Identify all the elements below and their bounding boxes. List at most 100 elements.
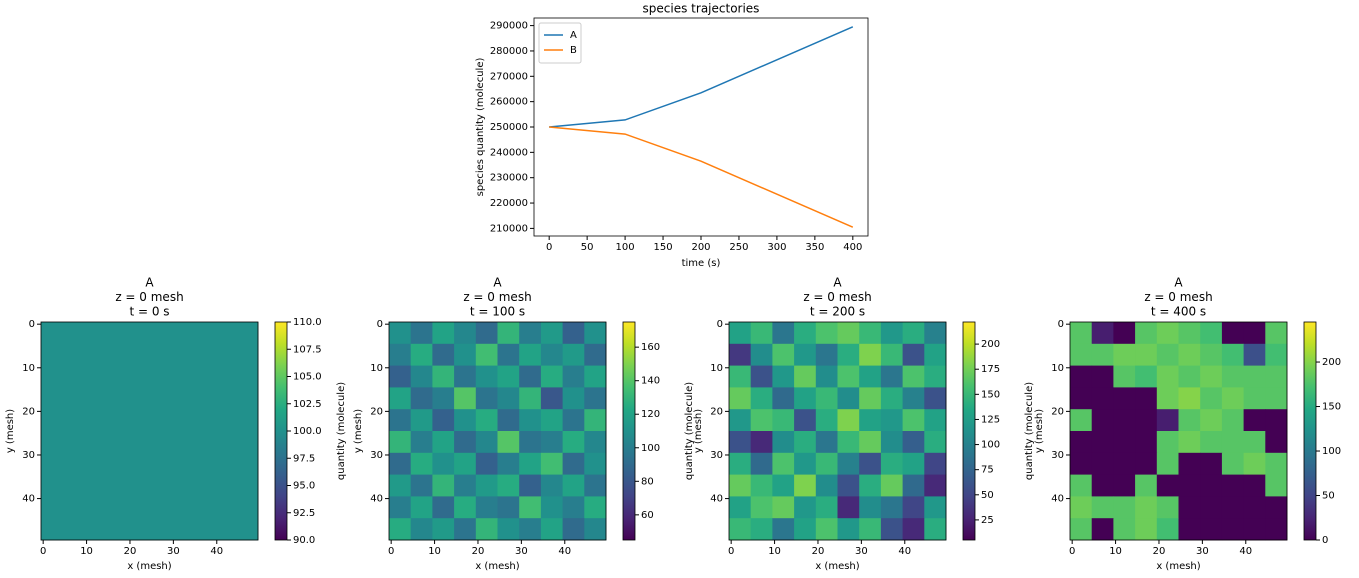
heatmap-cell	[1135, 322, 1158, 345]
heatmap-cell	[750, 496, 773, 519]
heatmap-cell	[519, 409, 542, 432]
heatmap-cell	[562, 409, 585, 432]
heatmap-cell	[815, 365, 838, 388]
heatmap-cell	[837, 518, 860, 541]
heatmap-cell	[519, 365, 542, 388]
heatmap-cell	[1178, 452, 1201, 475]
heatmap-cell	[1243, 343, 1266, 366]
heatmap-cell	[1135, 409, 1158, 432]
heatmap-cell	[432, 343, 455, 366]
heatmap-cell	[1135, 452, 1158, 475]
heatmap-cell	[729, 343, 752, 366]
heatmap-cell	[454, 365, 477, 388]
heatmap-cell	[540, 343, 563, 366]
heatmap-cell	[1156, 409, 1179, 432]
panel-title: A	[145, 276, 154, 290]
heatmap-cell	[1178, 343, 1201, 366]
x-tick-label: 350	[805, 242, 824, 253]
heatmap-cell	[1135, 387, 1158, 410]
heatmap-cell	[729, 409, 752, 432]
heatmap-cell	[519, 387, 542, 410]
x-tick-label: 0	[546, 242, 552, 253]
heatmap-cell	[1200, 496, 1223, 519]
heatmap-cell	[1156, 518, 1179, 541]
heatmap-cell	[794, 474, 817, 497]
x-tick-label: 40	[558, 546, 571, 557]
heatmap-cell	[750, 365, 773, 388]
heatmap-cell	[772, 496, 795, 519]
heatmap-cell	[1265, 431, 1288, 454]
heatmap-cell	[1070, 322, 1093, 345]
heatmap-cell	[859, 409, 882, 432]
heatmap-cell	[815, 496, 838, 519]
panel-title: z = 0 mesh	[115, 290, 183, 304]
panel-title: t = 400 s	[1151, 305, 1206, 319]
heatmap-cell	[902, 322, 925, 345]
legend-label: B	[570, 45, 577, 56]
colorbar	[1303, 321, 1317, 541]
heatmap-cell	[750, 518, 773, 541]
heatmap-cell	[924, 387, 947, 410]
y-tick-label: 20	[370, 406, 383, 417]
heatmap-cell	[837, 474, 860, 497]
x-tick-label: 20	[812, 546, 825, 557]
colorbar-tick-label: 110.0	[293, 317, 322, 328]
heatmap-cell	[410, 518, 433, 541]
panel-title: t = 100 s	[470, 305, 525, 319]
x-tick-label: 10	[1109, 546, 1122, 557]
heatmap-cell	[410, 365, 433, 388]
y-tick-label: 20	[710, 406, 723, 417]
colorbar-tick-label: 140	[641, 376, 660, 387]
heatmap-cell	[815, 322, 838, 345]
panel-title: z = 0 mesh	[1144, 290, 1212, 304]
heatmap-cell	[880, 343, 903, 366]
y-axis-label: species quantity (molecule)	[475, 58, 486, 197]
y-tick-label: 240000	[490, 147, 528, 158]
x-tick-label: 20	[1153, 546, 1166, 557]
heatmap-cell	[584, 409, 607, 432]
x-axis-label: x (mesh)	[1156, 561, 1200, 572]
heatmap-cell	[1243, 474, 1266, 497]
heatmap-cell	[1135, 365, 1158, 388]
heatmap-cell	[475, 496, 498, 519]
heatmap-cell	[475, 431, 498, 454]
heatmap-cell	[1265, 452, 1288, 475]
heatmap-cell	[410, 474, 433, 497]
panel-title: z = 0 mesh	[463, 290, 531, 304]
y-tick-label: 290000	[490, 21, 528, 32]
y-tick-label: 40	[1051, 494, 1064, 505]
heatmap-cell	[432, 322, 455, 345]
heatmap-cell	[794, 322, 817, 345]
heatmap-cell	[902, 387, 925, 410]
heatmap-cell	[859, 452, 882, 475]
x-tick-label: 40	[210, 546, 223, 557]
heatmap-cell	[410, 496, 433, 519]
y-tick-label: 220000	[490, 198, 528, 209]
y-tick-label: 0	[717, 319, 723, 330]
heatmap-cell	[1200, 474, 1223, 497]
heatmap-cell	[497, 496, 520, 519]
heatmap-cell	[815, 409, 838, 432]
heatmap-cell	[454, 343, 477, 366]
heatmap-cell	[1156, 322, 1179, 345]
heatmap-cell	[1113, 496, 1136, 519]
heatmap-cell	[1243, 518, 1266, 541]
heatmap-cell	[389, 496, 412, 519]
heatmap-cell	[497, 409, 520, 432]
heatmap-cell	[562, 496, 585, 519]
heatmap-cell	[1221, 409, 1244, 432]
colorbar-tick-label: 100.0	[293, 426, 322, 437]
y-tick-label: 10	[22, 363, 35, 374]
heatmap-cell	[794, 496, 817, 519]
heatmap-cell	[1113, 343, 1136, 366]
heatmap-cell	[729, 496, 752, 519]
heatmap-cell	[1156, 496, 1179, 519]
x-tick-label: 20	[472, 546, 485, 557]
y-tick-label: 250000	[490, 122, 528, 133]
colorbar-tick-label: 97.5	[293, 453, 315, 464]
colorbar-tick-label: 100	[641, 443, 660, 454]
heatmap-cell	[859, 322, 882, 345]
heatmap-cell	[454, 431, 477, 454]
heatmap-cell	[1200, 387, 1223, 410]
heatmap-cell	[497, 431, 520, 454]
